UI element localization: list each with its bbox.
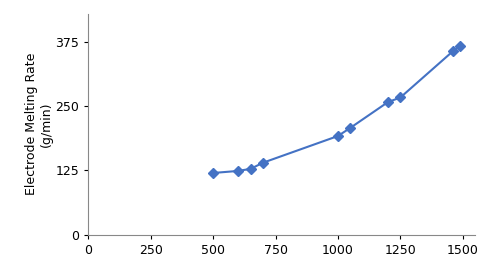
Y-axis label: Electrode Melting Rate
(g/min): Electrode Melting Rate (g/min) [24, 53, 52, 195]
